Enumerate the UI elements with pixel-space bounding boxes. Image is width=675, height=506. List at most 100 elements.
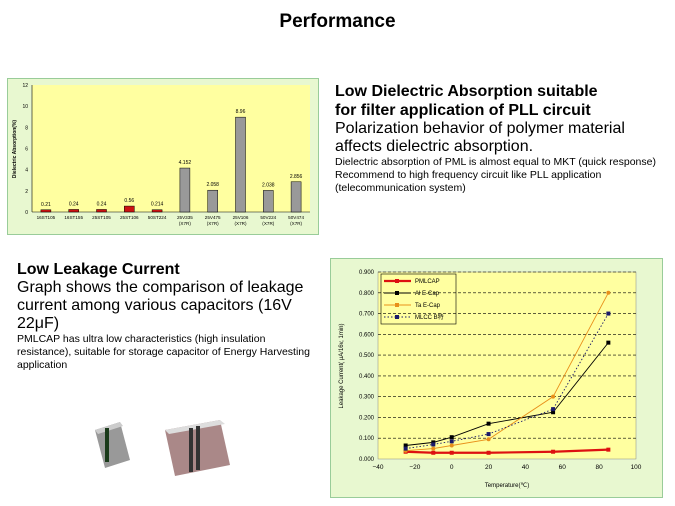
data-point xyxy=(431,442,436,447)
bar xyxy=(151,209,163,213)
x-tick-label: −40 xyxy=(372,464,383,471)
x-tick-label: 20 xyxy=(485,464,493,471)
y-tick-label: 0.500 xyxy=(359,353,375,359)
data-label: 2.856 xyxy=(290,174,303,180)
y-tick-label: 0 xyxy=(25,210,28,216)
data-point xyxy=(403,443,408,448)
bar xyxy=(179,167,191,213)
data-point xyxy=(431,440,436,445)
x-tick-label: 16ST105 xyxy=(37,215,56,220)
x-axis-label: Temperature(℃) xyxy=(485,483,529,489)
x-tick-label: 25V106 xyxy=(233,215,249,220)
series-line xyxy=(405,448,609,454)
data-label: 0.56 xyxy=(124,198,134,204)
x-tick-label: 80 xyxy=(596,464,604,471)
leakage-section: Low Leakage Current Graph shows the comp… xyxy=(17,260,317,372)
y-tick-label: 0.300 xyxy=(359,395,375,401)
y-tick-label: 0.700 xyxy=(359,312,375,318)
data-label: 0.21 xyxy=(41,202,51,208)
data-point xyxy=(403,446,408,451)
legend-label: Ta E-Cap xyxy=(415,303,441,309)
data-point xyxy=(486,421,491,426)
data-point xyxy=(449,439,454,444)
x-tick-label: (X7R) xyxy=(290,221,302,226)
y-tick-label: 0.200 xyxy=(359,415,375,421)
y-tick-label: 0.000 xyxy=(359,457,375,463)
data-point xyxy=(449,450,454,455)
capacitor-image xyxy=(95,420,230,476)
x-tick-label: (X7R) xyxy=(262,221,274,226)
legend-marker xyxy=(395,315,399,319)
dielectric-detail-2: Recommend to high frequency circuit like… xyxy=(335,169,602,194)
data-point xyxy=(551,394,556,399)
series-line xyxy=(405,313,609,450)
leakage-current-chart: 0.000 0.100 0.200 0.300 0.400 0.500 0.600 0.700… xyxy=(330,258,663,498)
legend-marker xyxy=(395,291,399,295)
x-tick-label: 60 xyxy=(559,464,567,471)
x-tick-label: (X7R) xyxy=(179,221,191,226)
y-tick-label: 12 xyxy=(22,83,28,89)
data-point xyxy=(431,450,436,455)
x-tick-label: (X7R) xyxy=(207,221,219,226)
series-line xyxy=(405,342,609,446)
x-tick-label: 25V475 xyxy=(205,215,221,220)
bar xyxy=(68,209,79,213)
data-label: 8.96 xyxy=(236,109,246,115)
x-tick-label: 25V335 xyxy=(177,215,193,220)
x-tick-label: 16ST155 xyxy=(64,215,83,220)
y-tick-label: 0.600 xyxy=(359,332,375,338)
data-point xyxy=(606,340,611,345)
x-tick-label: 100 xyxy=(631,464,642,471)
dielectric-heading-2: for filter application of PLL circuit xyxy=(335,102,591,119)
dielectric-detail-1: Dielectric absorption of PML is almost e… xyxy=(335,156,656,168)
data-label: 2.038 xyxy=(262,182,275,188)
page-title: Performance xyxy=(279,11,396,32)
legend-marker xyxy=(395,279,399,283)
x-tick-label: 40 xyxy=(522,464,530,471)
legend-marker xyxy=(395,303,399,307)
x-tick-label: 50V224 xyxy=(260,215,276,220)
y-tick-label: 0.100 xyxy=(359,436,375,442)
bar xyxy=(263,190,274,213)
plot-area xyxy=(377,271,637,460)
data-point xyxy=(606,447,611,452)
y-tick-label: 0.900 xyxy=(359,270,375,276)
legend-box xyxy=(380,273,457,325)
data-point xyxy=(606,311,611,316)
legend-label: Al E-Cap xyxy=(415,291,440,297)
dielectric-section: Low Dielectric Absorption suitable for f… xyxy=(335,82,665,195)
dielectric-absorption-chart: 0 2 4 6 8 10 12 Dielectric Absorption(%) 0.21 16S… xyxy=(7,78,319,235)
x-tick-label: −20 xyxy=(409,464,420,471)
y-tick-label: 6 xyxy=(25,147,28,153)
dielectric-heading-1: Low Dielectric Absorption suitable xyxy=(335,83,598,100)
data-label: 0.214 xyxy=(151,202,164,208)
data-label: 0.24 xyxy=(97,201,107,207)
leakage-detail: PMLCAP has ultra low characteristics (hi… xyxy=(17,333,310,371)
data-point xyxy=(449,443,454,448)
leakage-heading: Low Leakage Current xyxy=(17,261,180,278)
data-point xyxy=(551,449,556,454)
x-tick-label: (X7R) xyxy=(235,221,247,226)
x-tick-label: 25ST106 xyxy=(120,215,139,220)
x-tick-label: 50ST224 xyxy=(148,215,167,220)
bar xyxy=(207,189,218,213)
data-point xyxy=(449,435,454,440)
leakage-subheading: Graph shows the comparison of leakage cu… xyxy=(17,279,304,332)
y-tick-label: 0.400 xyxy=(359,374,375,380)
legend-label: PMLCAP xyxy=(415,279,440,285)
bar xyxy=(40,209,52,213)
data-label: 0.24 xyxy=(69,201,79,207)
x-tick-label: 25ST105 xyxy=(92,215,111,220)
y-tick-label: 8 xyxy=(25,125,28,131)
data-label: 2.058 xyxy=(206,182,219,188)
x-tick-label: 50V474 xyxy=(288,215,304,220)
data-point xyxy=(606,290,611,295)
bar xyxy=(290,181,302,213)
y-tick-label: 2 xyxy=(25,189,28,195)
y-tick-label: 10 xyxy=(22,104,28,110)
y-tick-label: 0.800 xyxy=(359,291,375,297)
data-point xyxy=(486,437,491,442)
dielectric-subheading: Polarization behavior of polymer materia… xyxy=(335,120,625,155)
bar xyxy=(96,209,107,213)
data-point xyxy=(486,450,491,455)
